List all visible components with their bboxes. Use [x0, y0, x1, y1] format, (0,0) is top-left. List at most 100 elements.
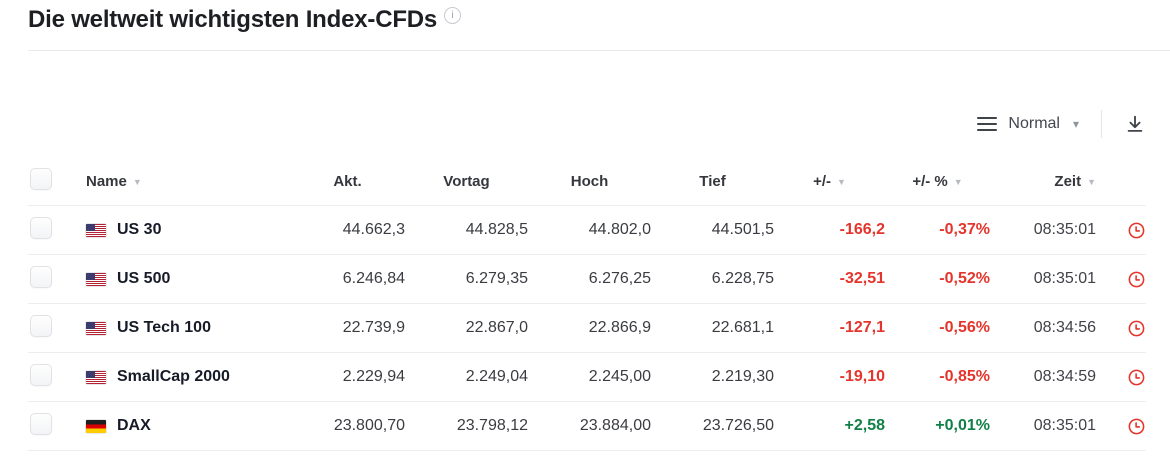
clock-cell	[1096, 417, 1146, 436]
column-header-change-pct[interactable]: +/- % ▼	[885, 173, 990, 190]
change-value: -32,51	[839, 270, 885, 287]
high-price: 2.245,00	[588, 368, 651, 385]
row-checkbox-cell	[28, 412, 86, 440]
low-price: 44.501,5	[711, 221, 774, 238]
quote-time: 08:35:01	[1033, 417, 1096, 434]
quote-time: 08:35:01	[1033, 221, 1096, 238]
instrument-name[interactable]: SmallCap 2000	[117, 368, 230, 385]
quote-time: 08:34:59	[1033, 368, 1096, 385]
row-checkbox[interactable]	[30, 363, 52, 386]
list-view-icon	[977, 117, 998, 131]
row-checkbox[interactable]	[30, 314, 52, 337]
high-price: 44.802,0	[588, 221, 651, 238]
select-all-checkbox[interactable]	[30, 167, 52, 190]
info-icon[interactable]: i	[444, 7, 462, 24]
last-price: 22.739,9	[342, 319, 405, 336]
row-checkbox[interactable]	[30, 265, 52, 288]
change-percent: -0,37%	[939, 221, 990, 238]
row-checkbox-cell	[28, 314, 86, 342]
clock-icon	[1128, 222, 1145, 238]
prev-close: 2.249,04	[465, 368, 528, 385]
row-checkbox[interactable]	[30, 216, 52, 239]
instrument-cell: US Tech 100	[86, 319, 290, 337]
table-row[interactable]: US Tech 100 22.739,9 22.867,0 22.866,9 2…	[28, 304, 1146, 353]
table-row[interactable]: US 500 6.246,84 6.279,35 6.276,25 6.228,…	[28, 255, 1146, 304]
last-price: 23.800,70	[333, 417, 405, 434]
high-price: 23.884,00	[579, 417, 651, 434]
low-price: 23.726,50	[702, 417, 774, 434]
change-value: -166,2	[839, 221, 885, 238]
title-divider	[28, 50, 1170, 51]
download-icon	[1127, 115, 1143, 132]
prev-close: 6.279,35	[465, 270, 528, 287]
sort-desc-icon: ▼	[132, 176, 142, 187]
change-value: -19,10	[839, 368, 885, 385]
change-value: +2,58	[844, 417, 885, 434]
header-checkbox-cell	[28, 167, 86, 195]
change-percent: +0,01%	[935, 417, 990, 434]
page-title: Die weltweit wichtigsten Index-CFDs	[28, 6, 438, 33]
row-checkbox-cell	[28, 216, 86, 244]
low-price: 2.219,30	[711, 368, 774, 385]
high-price: 22.866,9	[588, 319, 651, 336]
column-header-tief: Tief	[651, 173, 774, 190]
table-header-row: Name ▼ Akt. Vortag Hoch Tief +/- ▼ +/- %…	[28, 157, 1146, 206]
column-header-akt: Akt.	[290, 173, 405, 190]
sort-desc-icon: ▼	[837, 176, 846, 187]
change-value: -127,1	[839, 319, 885, 336]
clock-icon	[1128, 369, 1145, 385]
column-header-name[interactable]: Name ▼	[86, 173, 290, 190]
column-header-vortag: Vortag	[405, 173, 528, 190]
download-button[interactable]	[1124, 113, 1146, 135]
clock-cell	[1096, 270, 1146, 289]
prev-close: 22.867,0	[465, 319, 528, 336]
quote-time: 08:35:01	[1033, 270, 1096, 287]
prev-close: 44.828,5	[465, 221, 528, 238]
column-label: Tief	[699, 172, 726, 190]
instrument-name[interactable]: US 30	[117, 221, 162, 238]
instrument-cell: US 30	[86, 221, 290, 239]
column-label: +/-	[813, 172, 831, 190]
column-label: Vortag	[443, 172, 490, 190]
column-label: Hoch	[570, 172, 609, 190]
high-price: 6.276,25	[588, 270, 651, 287]
view-mode-select[interactable]: Normal ▾	[977, 115, 1079, 133]
table-row[interactable]: US 30 44.662,3 44.828,5 44.802,0 44.501,…	[28, 206, 1146, 255]
de-flag-icon	[86, 419, 106, 433]
low-price: 22.681,1	[711, 319, 774, 336]
instrument-name[interactable]: DAX	[117, 417, 151, 434]
table-body: US 30 44.662,3 44.828,5 44.802,0 44.501,…	[28, 206, 1146, 451]
column-header-change[interactable]: +/- ▼	[774, 173, 885, 190]
sort-desc-icon: ▼	[1087, 176, 1096, 187]
prev-close: 23.798,12	[456, 417, 528, 434]
view-mode-label: Normal	[1008, 115, 1060, 132]
row-checkbox[interactable]	[30, 412, 52, 435]
table-row[interactable]: DAX 23.800,70 23.798,12 23.884,00 23.726…	[28, 402, 1146, 451]
clock-icon	[1128, 418, 1145, 434]
last-price: 2.229,94	[342, 368, 405, 385]
page-header: Die weltweit wichtigsten Index-CFDs i	[0, 0, 1170, 35]
column-label: Akt.	[333, 172, 362, 190]
instrument-cell: SmallCap 2000	[86, 368, 290, 386]
instrument-name[interactable]: US Tech 100	[117, 319, 211, 336]
column-label: Name	[86, 172, 127, 190]
us-flag-icon	[86, 321, 106, 335]
last-price: 6.246,84	[342, 270, 405, 287]
column-header-hoch: Hoch	[528, 173, 651, 190]
clock-cell	[1096, 368, 1146, 387]
chevron-down-icon: ▾	[1072, 117, 1079, 131]
clock-icon	[1128, 320, 1145, 336]
table-row[interactable]: SmallCap 2000 2.229,94 2.249,04 2.245,00…	[28, 353, 1146, 402]
instrument-cell: DAX	[86, 417, 290, 435]
toolbar: Normal ▾	[0, 108, 1170, 140]
quote-time: 08:34:56	[1033, 319, 1096, 336]
row-checkbox-cell	[28, 363, 86, 391]
us-flag-icon	[86, 272, 106, 286]
column-header-zeit[interactable]: Zeit ▼	[990, 173, 1096, 190]
toolbar-separator	[1101, 110, 1102, 138]
column-label: +/- %	[912, 172, 948, 190]
clock-cell	[1096, 319, 1146, 338]
instrument-name[interactable]: US 500	[117, 270, 171, 287]
change-percent: -0,52%	[939, 270, 990, 287]
